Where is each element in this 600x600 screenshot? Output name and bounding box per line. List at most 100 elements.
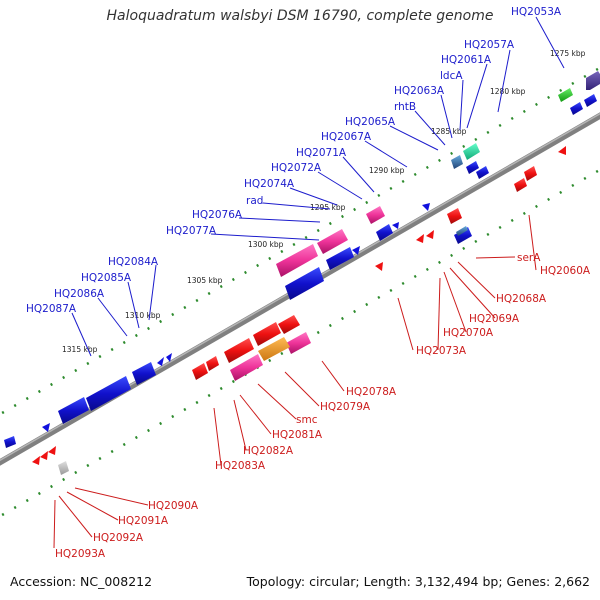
leader-line [497,49,511,113]
leader-line [66,491,119,521]
gene-label: smc [296,414,318,426]
leader-line [475,256,516,259]
gene-arrow [157,357,164,366]
gene-arrow [558,88,573,102]
gene-arrow [422,203,430,211]
gene-arrow [366,206,385,224]
forward-label-texts: HQ2053A HQ2057A HQ2061A ldcA HQ2063A rht… [26,6,562,315]
gene-label: HQ2060A [540,265,591,277]
leader-line [97,297,128,337]
gene-arrow [276,244,318,277]
leader-line [71,312,92,357]
gene-arrow [392,222,399,229]
gene-arrow [32,456,40,465]
gene-arrow [476,166,489,179]
gene-label: HQ2084A [108,256,159,268]
gene-arrow [456,226,468,236]
gene-arrow [230,354,263,381]
gene-arrow [451,155,463,169]
gene-label: serA [517,252,541,264]
leader-line [53,499,56,549]
kbp-scale: 1275 kbp 1280 kbp 1285 kbp 1290 kbp 1295… [62,49,586,354]
leader-line [342,156,375,193]
gene-arrow [86,376,131,411]
gene-label: HQ2078A [346,386,397,398]
leader-line [414,110,446,146]
leader-line [289,187,338,206]
gene-label: HQ2090A [148,500,199,512]
kbp-label: 1290 kbp [369,166,405,175]
leader-line [238,217,321,223]
gene-label: HQ2068A [496,293,547,305]
reverse-label-texts: HQ2060A serA HQ2068A HQ2069A HQ2070A HQ2… [55,252,591,560]
leader-line [389,125,439,151]
gene-arrow [558,146,566,155]
gene-label: HQ2092A [93,532,144,544]
leader-line [262,202,331,210]
leader-line [528,214,537,271]
gene-label: rad [246,195,263,207]
gene-arrow [206,356,219,371]
reverse-labels [53,214,537,549]
leader-line [74,487,149,506]
gene-arrow [58,461,69,475]
kbp-label: 1275 kbp [550,49,586,58]
leader-line [457,261,496,299]
gene-label: HQ2086A [54,288,105,300]
leader-line [213,407,222,466]
gene-arrow [454,227,472,244]
forward-genes [4,71,600,448]
gene-label: ldcA [440,70,463,82]
leader-line [397,297,414,351]
gene-arrow [376,224,393,241]
gene-arrow [570,102,583,115]
gene-arrow [426,230,434,239]
gene-label: HQ2076A [192,209,243,221]
leader-line [443,271,467,333]
kbp-label: 1285 kbp [431,127,467,136]
leader-line [233,399,247,451]
leader-line [459,79,464,131]
leader-line [284,371,320,407]
genome-title: Haloquadratum walsbyi DSM 16790, complet… [106,8,494,24]
gene-label: HQ2085A [81,272,132,284]
kbp-label: 1315 kbp [62,345,98,354]
gene-label: HQ2063A [394,85,445,97]
gene-arrow [166,353,172,362]
gene-arrow [326,247,354,270]
gene-arrow [192,363,208,380]
gene-arrow [463,143,480,160]
gene-arrow [258,337,290,361]
gene-label: HQ2083A [215,460,266,472]
gene-label: rhtB [394,101,416,113]
gene-arrow [466,161,479,174]
gene-label: HQ2065A [345,116,396,128]
leader-line [535,16,565,69]
forward-labels [71,16,565,357]
leader-line [466,63,488,129]
leader-line [321,360,345,392]
leader-line [440,94,453,139]
gene-arrow [317,229,348,254]
gene-label: HQ2082A [243,445,294,457]
leader-line [148,264,157,321]
gene-arrow [48,446,56,455]
kbp-label: 1310 kbp [125,311,161,320]
gene-label: HQ2072A [271,162,322,174]
gene-label: HQ2087A [26,303,77,315]
gene-arrow [586,71,600,90]
gene-arrow [40,451,48,460]
gene-arrow [278,315,300,334]
leader-line [210,233,320,241]
gene-label: HQ2093A [55,548,106,560]
gene-label: HQ2081A [272,429,323,441]
gene-label: HQ2077A [166,225,217,237]
leader-line [437,277,441,351]
gene-arrow [524,166,537,181]
gene-arrow [514,178,527,192]
genome-info-text: Topology: circular; Length: 3,132,494 bp… [246,574,590,589]
gene-arrow [224,338,254,363]
gene-arrow [4,436,16,448]
leader-line [317,171,363,200]
kbp-label: 1295 kbp [310,203,346,212]
